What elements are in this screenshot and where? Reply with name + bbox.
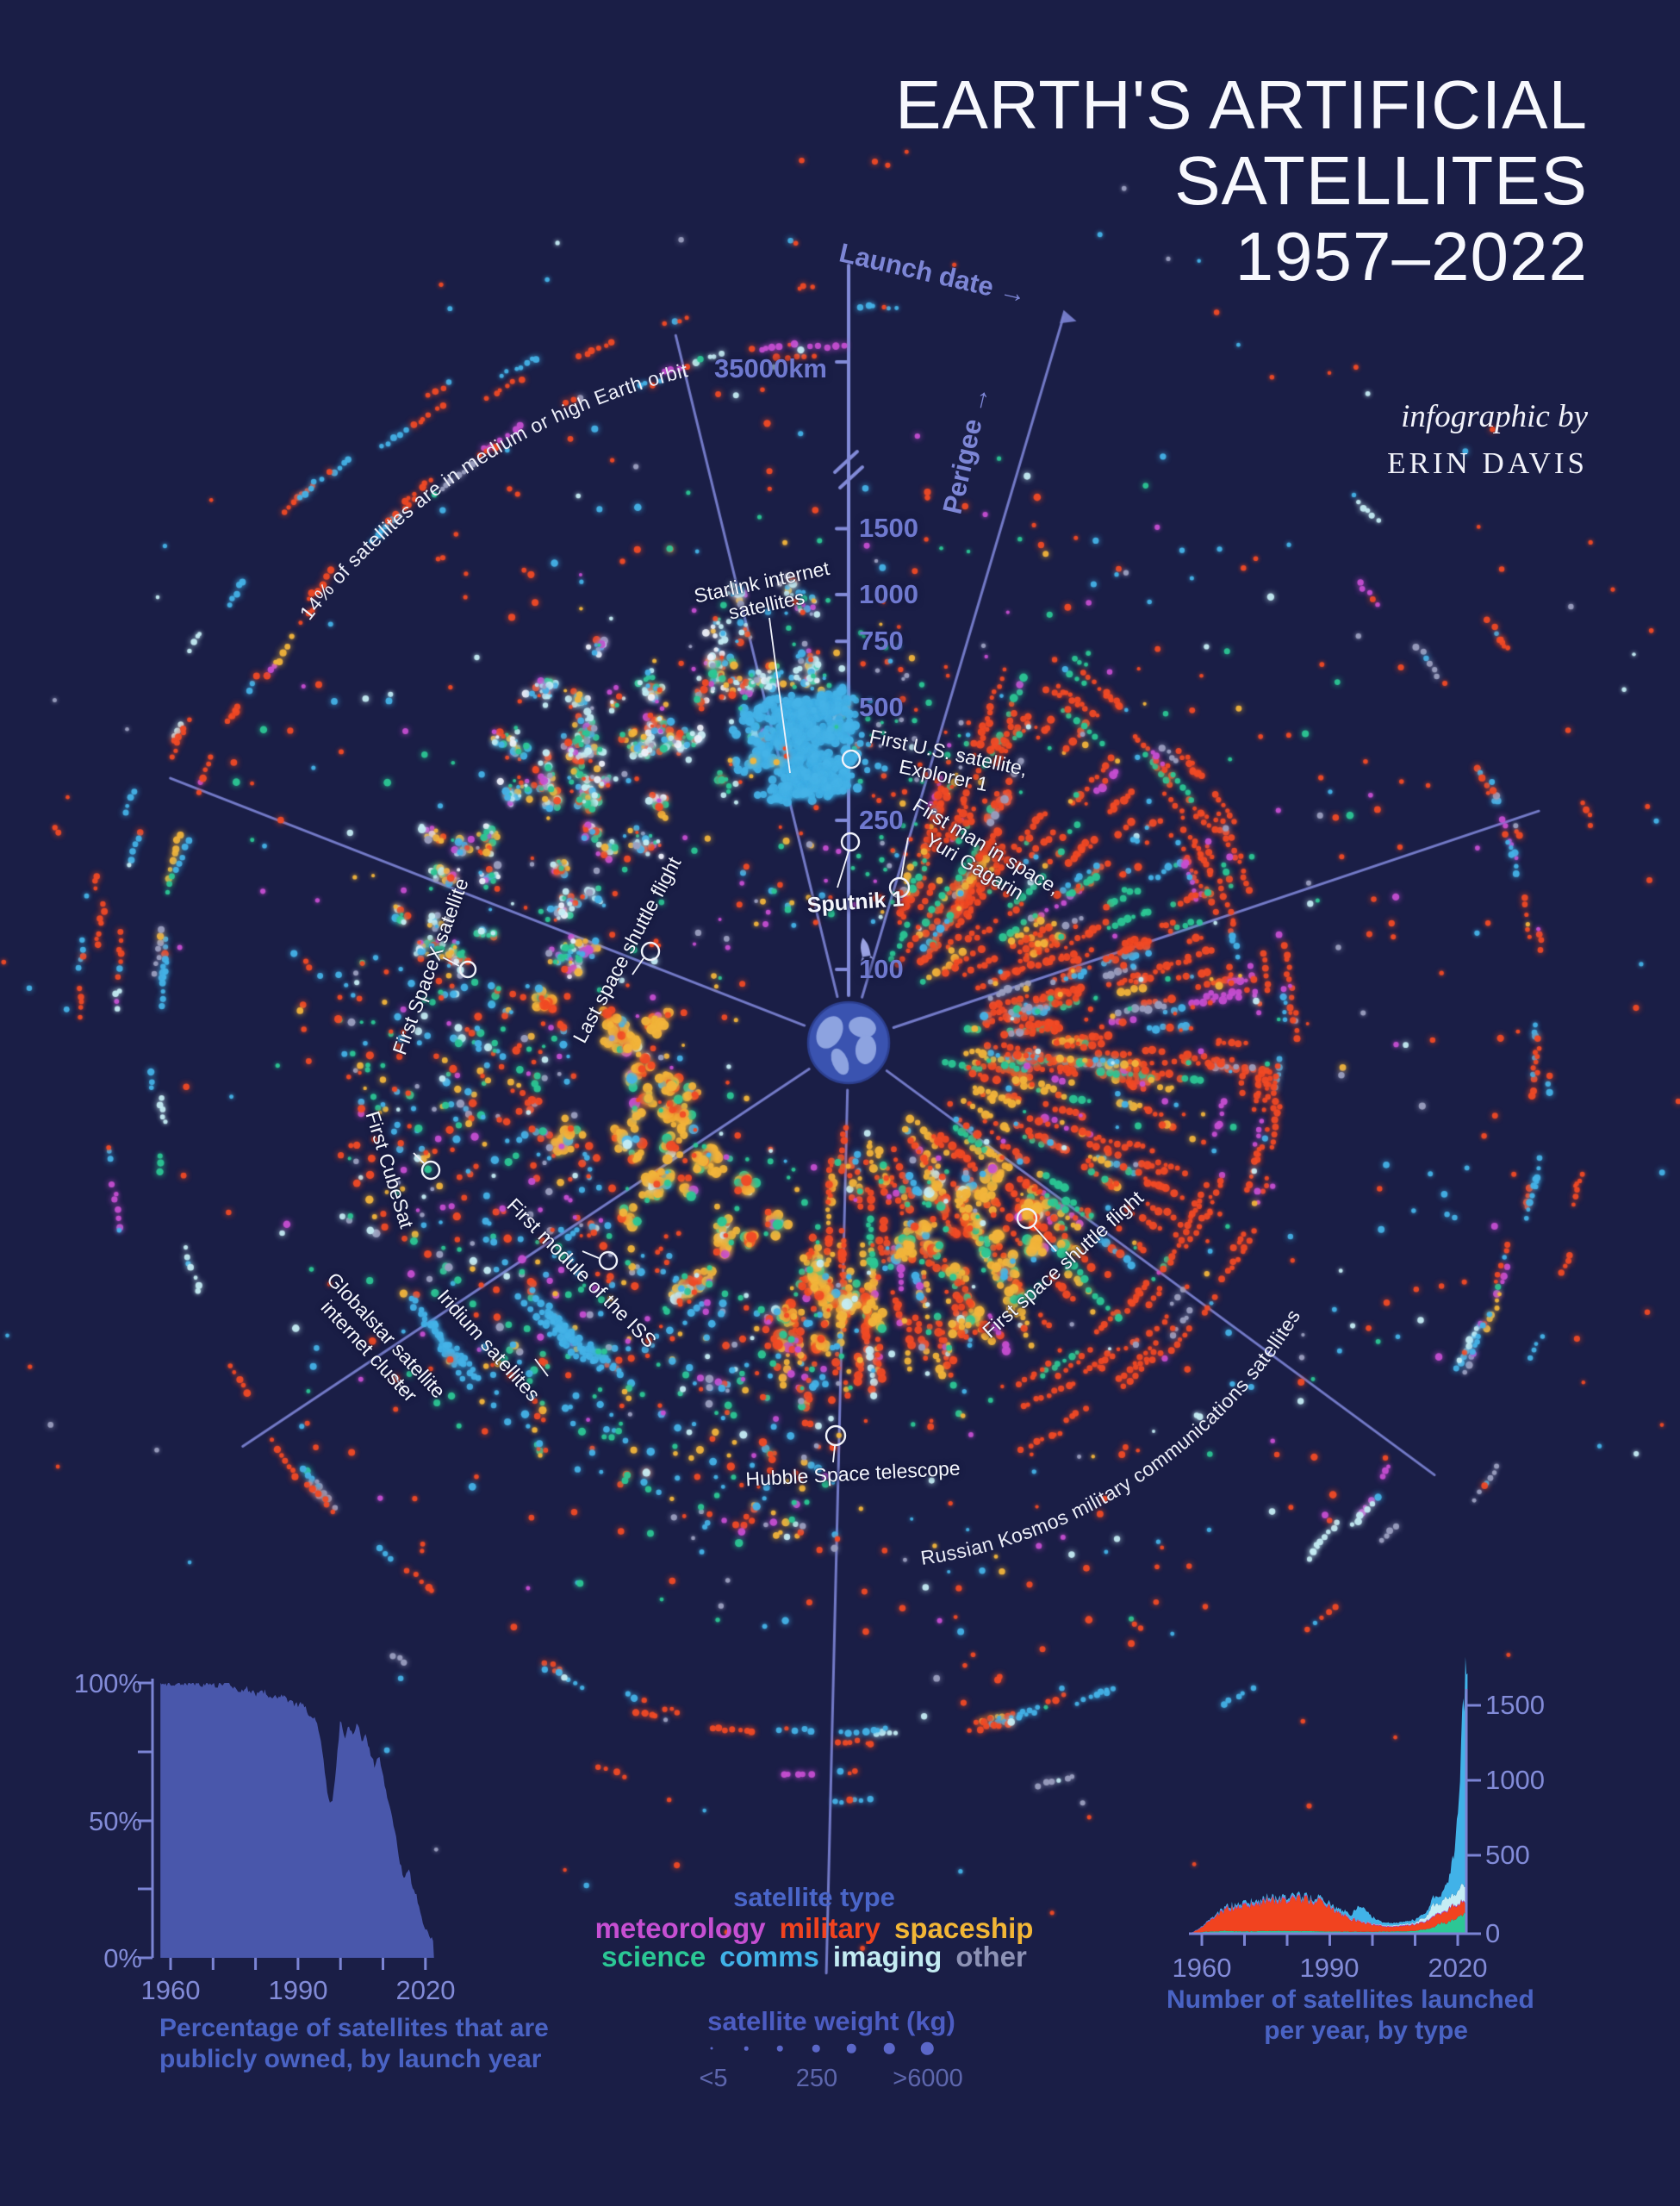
right-chart-ytick-500: 500	[1485, 1840, 1530, 1870]
right-chart-caption: Number of satellites launched per year, …	[1167, 1985, 1534, 2045]
author-name: ERIN DAVIS	[1387, 446, 1588, 480]
right-chart-xtick-2020: 2020	[1428, 1953, 1488, 1983]
weight-scale-dot	[812, 2044, 820, 2053]
right-chart-ytick-1000: 1000	[1485, 1765, 1545, 1795]
perigee-tick-label: 500	[859, 691, 904, 722]
left-chart-xtick-1990: 1990	[268, 1975, 328, 2005]
title-line1: EARTH'S ARTIFICIAL	[895, 66, 1588, 143]
weight-label-max: >6000	[893, 2065, 963, 2092]
stacked-area-comms	[1190, 1656, 1468, 1934]
event-marker	[1016, 1207, 1038, 1230]
legend-type-title: satellite type	[733, 1882, 895, 1912]
annotation-connector	[534, 1358, 549, 1377]
legend-item-military: military	[779, 1912, 880, 1944]
launches-stacked-chart	[1189, 1656, 1481, 1946]
right-chart-ytick-0: 0	[1485, 1918, 1501, 1948]
perigee-tick-label: 250	[859, 804, 904, 835]
annotation-connector	[900, 837, 909, 879]
legend-item-meteorology: meteorology	[594, 1912, 766, 1944]
event-marker	[840, 832, 861, 852]
perigee-tick-label: 100	[859, 954, 904, 984]
weight-scale-dot	[920, 2041, 934, 2055]
publicly-owned-area-chart	[138, 1679, 434, 1970]
title-line2: SATELLITES	[1174, 142, 1588, 219]
legend-type-row2: science comms imaging other	[500, 1941, 1129, 1973]
page-title: EARTH'S ARTIFICIAL SATELLITES 1957–2022	[895, 67, 1588, 295]
weight-scale-dot	[846, 2043, 856, 2053]
weight-scale-dot	[710, 2047, 713, 2050]
left-chart-xtick-1960: 1960	[140, 1975, 201, 2005]
event-marker	[841, 749, 862, 770]
weight-scale-dot	[776, 2045, 783, 2052]
publicly-owned-area	[160, 1683, 434, 1958]
title-line3: 1957–2022	[1235, 218, 1588, 295]
weight-label-min: <5	[699, 2065, 728, 2092]
left-chart-caption: Percentage of satellites that are public…	[159, 2014, 549, 2073]
meo-share-arc-label: 14% of satellites are in medium or high …	[296, 358, 691, 624]
event-marker	[598, 1250, 619, 1271]
event-marker	[420, 1160, 441, 1181]
event-marker	[458, 960, 477, 979]
byline: infographic by	[1401, 399, 1588, 434]
legend-item-comms: comms	[719, 1941, 819, 1972]
legend-type-row1: meteorology military spaceship	[500, 1912, 1129, 1945]
perigee-tick-label: 750	[859, 626, 904, 657]
left-chart-ytick-50: 50%	[88, 1806, 142, 1836]
stacked-area-science	[1190, 1912, 1468, 1934]
event-marker	[640, 941, 661, 962]
weight-label-mid: 250	[795, 2065, 838, 2092]
right-chart-xtick-1960: 1960	[1172, 1953, 1232, 1983]
annotation-connector	[768, 617, 791, 774]
annotation-connector	[832, 1445, 836, 1463]
legend-weight-title: satellite weight (kg)	[707, 2006, 955, 2036]
left-chart-ytick-0: 0%	[103, 1943, 142, 1973]
legend-item-other: other	[955, 1941, 1027, 1972]
rocket-icon	[856, 936, 876, 963]
legend-item-spaceship: spaceship	[894, 1912, 1034, 1944]
perigee-tick-label: 1500	[859, 513, 918, 544]
right-chart-ytick-1500: 1500	[1485, 1690, 1545, 1720]
annotation-connector	[442, 957, 460, 967]
annotation-connector	[632, 957, 644, 975]
annotation-connector	[413, 1152, 425, 1164]
outer-tick-label: 35000km	[713, 353, 827, 383]
earth-icon	[808, 1002, 889, 1083]
left-chart-xtick-2020: 2020	[395, 1975, 456, 2005]
stacked-area-military	[1190, 1895, 1468, 1934]
left-chart-ytick-100: 100%	[73, 1668, 142, 1698]
annotation-connector	[582, 1250, 600, 1259]
annotation-connector	[837, 851, 849, 888]
weight-scale-dot	[744, 2046, 749, 2051]
perigee-tick-label: 1000	[859, 579, 918, 609]
legend-item-science: science	[601, 1941, 706, 1972]
annotation-connector	[394, 1374, 406, 1394]
event-marker	[824, 1424, 847, 1447]
weight-scale-dot	[883, 2042, 895, 2054]
event-marker	[888, 876, 911, 899]
legend-item-imaging: imaging	[832, 1941, 943, 1972]
annotation-connector	[1033, 1225, 1057, 1252]
right-chart-xtick-1990: 1990	[1299, 1953, 1360, 1983]
